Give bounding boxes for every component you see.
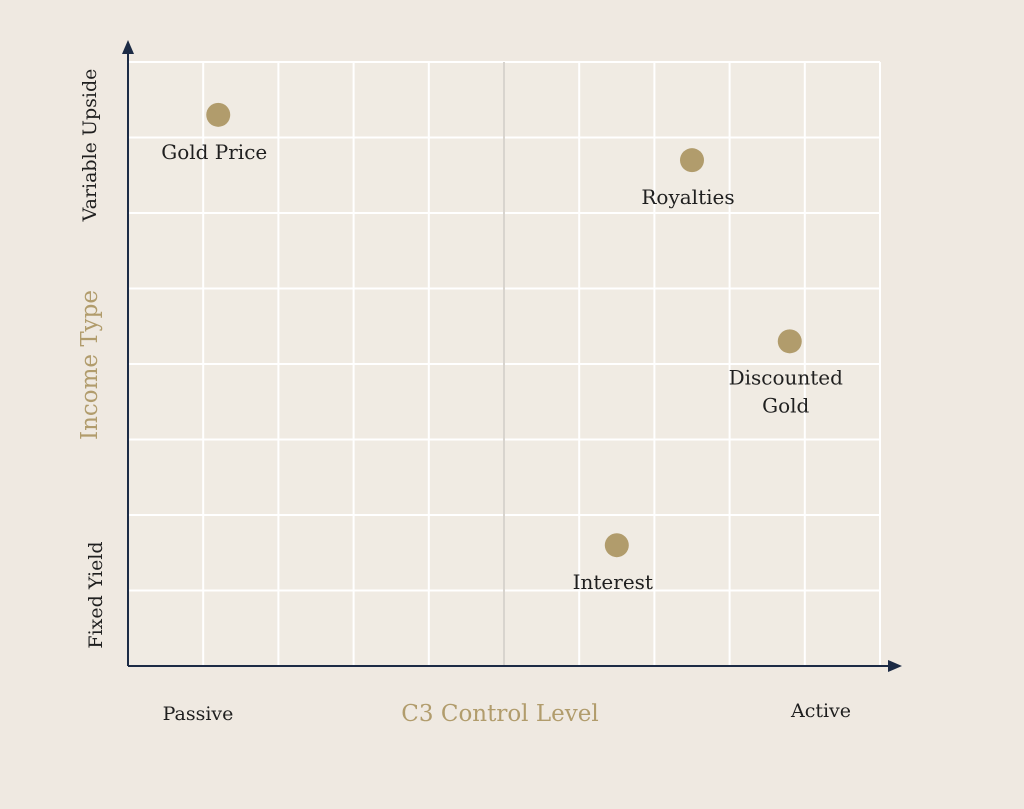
- x-axis-high-label: Active: [790, 700, 851, 722]
- data-point-label: Discounted Gold: [729, 365, 844, 417]
- data-point: [777, 329, 802, 354]
- x-axis-arrow: [888, 660, 902, 672]
- data-point: [206, 102, 231, 127]
- data-point-label: Royalties: [641, 185, 734, 209]
- data-point: [604, 533, 629, 558]
- data-point: [680, 148, 704, 173]
- axes: [122, 40, 902, 672]
- y-axis-high-label: Variable Upside: [79, 69, 101, 223]
- data-point-label: Interest: [573, 570, 653, 594]
- y-axis-low-label: Fixed Yield: [85, 541, 107, 648]
- data-point-label: Gold Price: [161, 140, 267, 164]
- data-points: Gold Price Royalties Discounted Gold Interes…: [161, 102, 844, 594]
- x-axis-title: C3 Control Level: [401, 701, 598, 727]
- y-axis-title: Income Type: [77, 290, 103, 440]
- y-axis-arrow: [122, 40, 134, 54]
- x-axis-low-label: Passive: [163, 703, 234, 725]
